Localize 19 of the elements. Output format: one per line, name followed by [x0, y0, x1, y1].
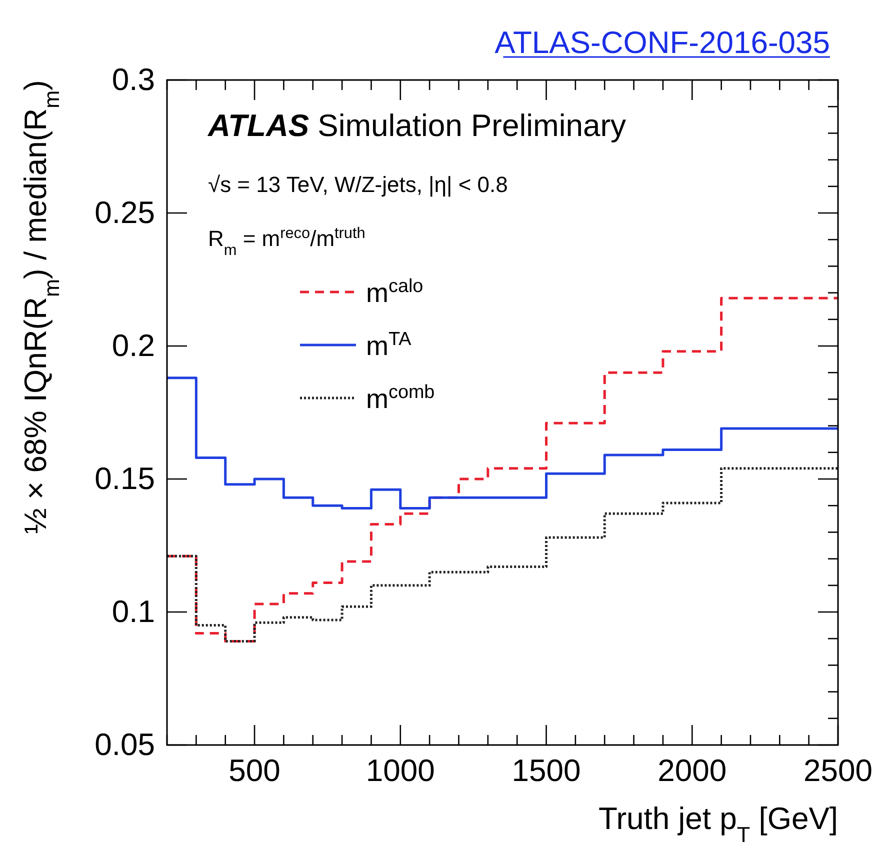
y-tick-label: 0.1: [112, 594, 155, 629]
legend-label: m$^{TA}$: [366, 328, 412, 361]
x-tick-label: 1000: [366, 753, 435, 788]
x-tick-label: 2000: [658, 753, 727, 788]
annotation: ATLAS Simulation Preliminary: [207, 108, 627, 143]
annotation: √s = 13 TeV, W/Z-jets, |η| < 0.8: [208, 172, 508, 197]
x-tick-label: 500: [228, 753, 280, 788]
y-tick-label: 0.2: [112, 328, 155, 363]
annotation: R$_{m}$ = m$^{reco}$/m$^{truth}$: [208, 224, 366, 258]
x-axis-title: Truth jet p$_{T}$ [GeV]: [598, 801, 838, 846]
legend-label: m$^{comb}$: [366, 382, 435, 414]
y-tick-label: 0.15: [94, 460, 155, 496]
x-tick-label: 2500: [804, 753, 872, 788]
text: ATLAS-CONF-2016-035: [494, 25, 830, 60]
x-tick-label: 1500: [512, 753, 581, 788]
y-tick-label: 0.3: [112, 62, 155, 97]
y-tick-label: 0.25: [94, 194, 155, 230]
legend-label: m$^{calo}$: [366, 276, 424, 308]
y-tick-label: 0.05: [94, 726, 155, 762]
